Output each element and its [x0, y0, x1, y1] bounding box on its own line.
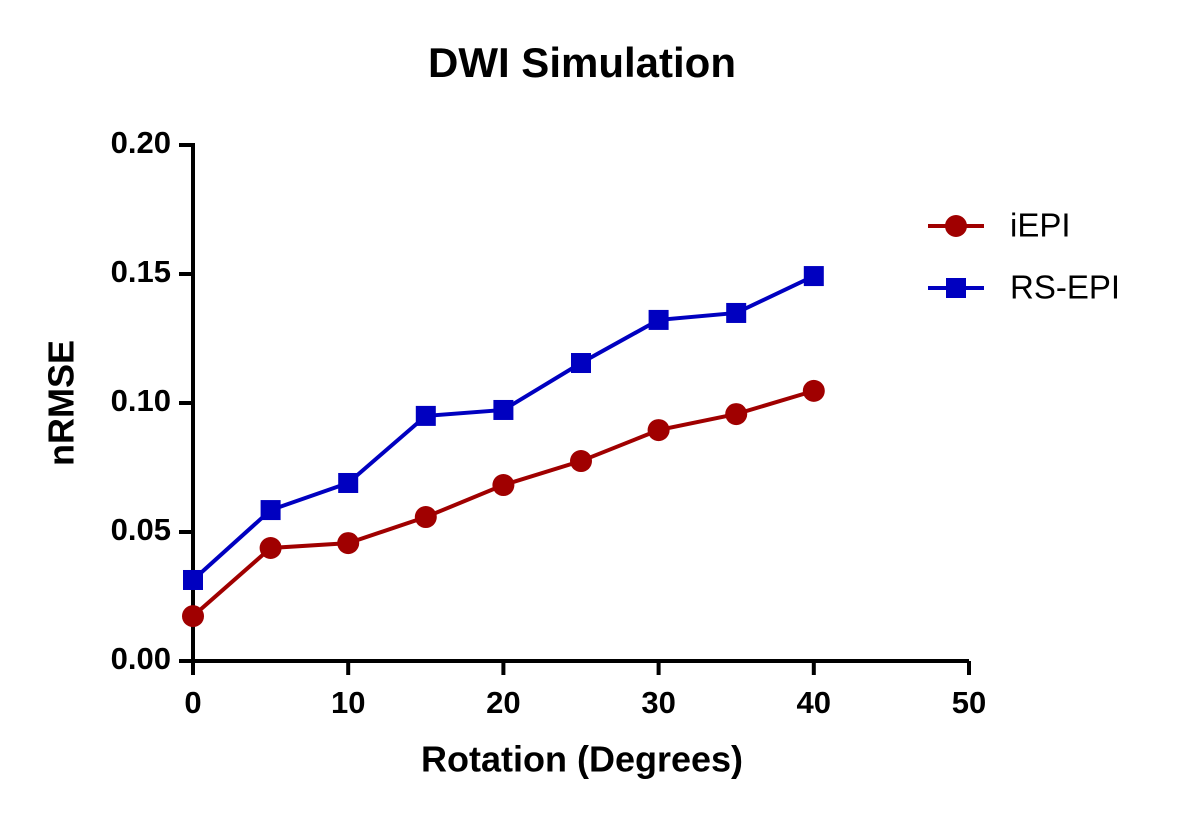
data-point	[726, 302, 747, 323]
y-tick-label: 0.20	[111, 125, 171, 160]
data-point	[493, 399, 514, 420]
x-tick-label: 20	[486, 685, 520, 720]
data-point	[648, 309, 669, 330]
x-tick-label: 30	[641, 685, 675, 720]
data-point	[260, 500, 281, 521]
data-point	[338, 472, 359, 493]
data-point	[802, 379, 825, 402]
data-point	[492, 474, 515, 497]
data-point	[570, 450, 592, 473]
x-tick-label: 40	[797, 685, 831, 720]
x-tick-label: 0	[184, 685, 201, 720]
legend-marker	[946, 278, 966, 298]
series-line	[191, 274, 815, 582]
y-tick-label: 0.10	[111, 383, 171, 418]
legend-marker	[945, 215, 967, 237]
legend-label: RS-EPI	[1010, 269, 1120, 306]
x-tick-label: 50	[952, 685, 986, 720]
data-point	[337, 532, 360, 555]
data-point	[415, 405, 436, 426]
data-point	[571, 353, 591, 374]
y-tick-label: 0.15	[111, 254, 171, 289]
y-axis-label: nRMSE	[41, 340, 82, 466]
data-point	[182, 605, 204, 628]
chart-title: DWI Simulation	[428, 39, 736, 86]
data-point	[725, 403, 748, 426]
data-point	[259, 536, 282, 559]
data-point	[647, 419, 670, 442]
data-point	[414, 506, 437, 529]
x-axis-label: Rotation (Degrees)	[421, 739, 743, 780]
x-tick-label: 10	[331, 685, 365, 720]
legend-label: iEPI	[1010, 207, 1071, 244]
y-tick-label: 0.05	[111, 512, 171, 547]
data-point	[803, 266, 824, 287]
data-point	[183, 569, 203, 590]
y-tick-label: 0.00	[111, 641, 171, 676]
